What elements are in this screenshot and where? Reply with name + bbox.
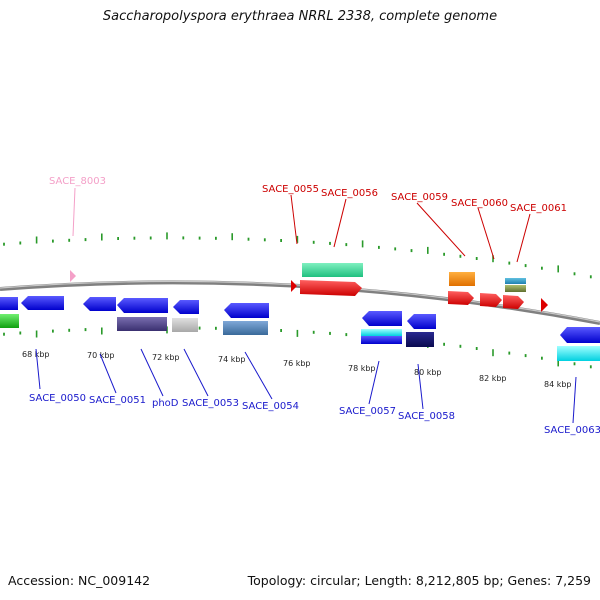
- gene-sace-0050[interactable]: [21, 296, 64, 310]
- gene-sace-0051[interactable]: [117, 298, 168, 313]
- gene-teal[interactable]: [505, 278, 526, 284]
- gene-label[interactable]: SACE_0051: [89, 395, 146, 406]
- gene-label[interactable]: phoD: [152, 398, 179, 409]
- gene-sace-0057-b[interactable]: [361, 336, 402, 344]
- gene-label[interactable]: SACE_0055: [262, 184, 319, 195]
- gene-sace-0057[interactable]: [361, 329, 402, 336]
- gene-labels: SACE_8003 SACE_0055 SACE_0056 SACE_0059 …: [29, 176, 600, 436]
- gene-label[interactable]: SACE_0058: [398, 411, 455, 422]
- scale-label: 72 kbp: [152, 353, 180, 362]
- gene-phod[interactable]: [117, 317, 167, 331]
- gene-blue-r2[interactable]: [407, 314, 436, 329]
- gene-label[interactable]: SACE_0056: [321, 188, 378, 199]
- gene-sace-0058[interactable]: [406, 332, 434, 347]
- gene-label[interactable]: SACE_0063: [544, 425, 600, 436]
- reverse-genes: [0, 296, 600, 361]
- forward-genes: [70, 263, 548, 312]
- gene-sace-0055[interactable]: [302, 263, 363, 277]
- scale-label: 76 kbp: [283, 359, 311, 368]
- gene-red-b[interactable]: [480, 293, 502, 307]
- gene-sace-0061[interactable]: [503, 295, 524, 309]
- gene-fragment[interactable]: [291, 280, 297, 292]
- gene-sace-0054[interactable]: [223, 321, 268, 335]
- accession-text: Accession: NC_009142: [8, 573, 151, 588]
- gene-olive[interactable]: [505, 285, 526, 292]
- gene-label[interactable]: SACE_0054: [242, 401, 299, 412]
- scale-labels: 68 kbp 70 kbp 72 kbp 74 kbp 76 kbp 78 kb…: [22, 350, 572, 389]
- scale-label: 74 kbp: [218, 355, 246, 364]
- gene-label[interactable]: SACE_0059: [391, 192, 448, 203]
- gene-blue-small[interactable]: [173, 300, 199, 314]
- gene-arrowhead[interactable]: [541, 298, 548, 312]
- gene-sace-0060[interactable]: [448, 291, 474, 305]
- scale-label: 84 kbp: [544, 380, 572, 389]
- label-leaders: [35, 187, 577, 424]
- gene-sace-0053[interactable]: [172, 318, 198, 332]
- gene-label[interactable]: SACE_0061: [510, 203, 567, 214]
- genome-summary-text: Topology: circular; Length: 8,212,805 bp…: [247, 573, 591, 588]
- scale-label: 68 kbp: [22, 350, 50, 359]
- gene-sace-0059[interactable]: [449, 272, 475, 286]
- gene-blue-mid[interactable]: [224, 303, 269, 318]
- gene-blue-far[interactable]: [560, 327, 600, 343]
- map-title: Saccharopolyspora erythraea NRRL 2338, c…: [102, 9, 498, 24]
- gene-label[interactable]: SACE_0057: [339, 406, 396, 417]
- gene-label[interactable]: SACE_0060: [451, 198, 508, 209]
- gene-green-edge[interactable]: [0, 314, 19, 328]
- scale-label: 82 kbp: [479, 374, 507, 383]
- gene-label[interactable]: SACE_8003: [49, 176, 106, 187]
- gene-blue-right[interactable]: [362, 311, 402, 326]
- gene-sace-0063[interactable]: [557, 346, 600, 361]
- gene-label[interactable]: SACE_0053: [182, 398, 239, 409]
- gene-sace-0056[interactable]: [300, 280, 362, 296]
- scale-label: 80 kbp: [414, 368, 442, 377]
- gene-label[interactable]: SACE_0050: [29, 393, 86, 404]
- scale-label: 78 kbp: [348, 364, 376, 373]
- upper-tick-row: [3, 232, 592, 279]
- gene-sace-0051-a[interactable]: [83, 297, 116, 311]
- gene-sace-8003[interactable]: [70, 270, 76, 282]
- gene-blue-edge[interactable]: [0, 297, 18, 310]
